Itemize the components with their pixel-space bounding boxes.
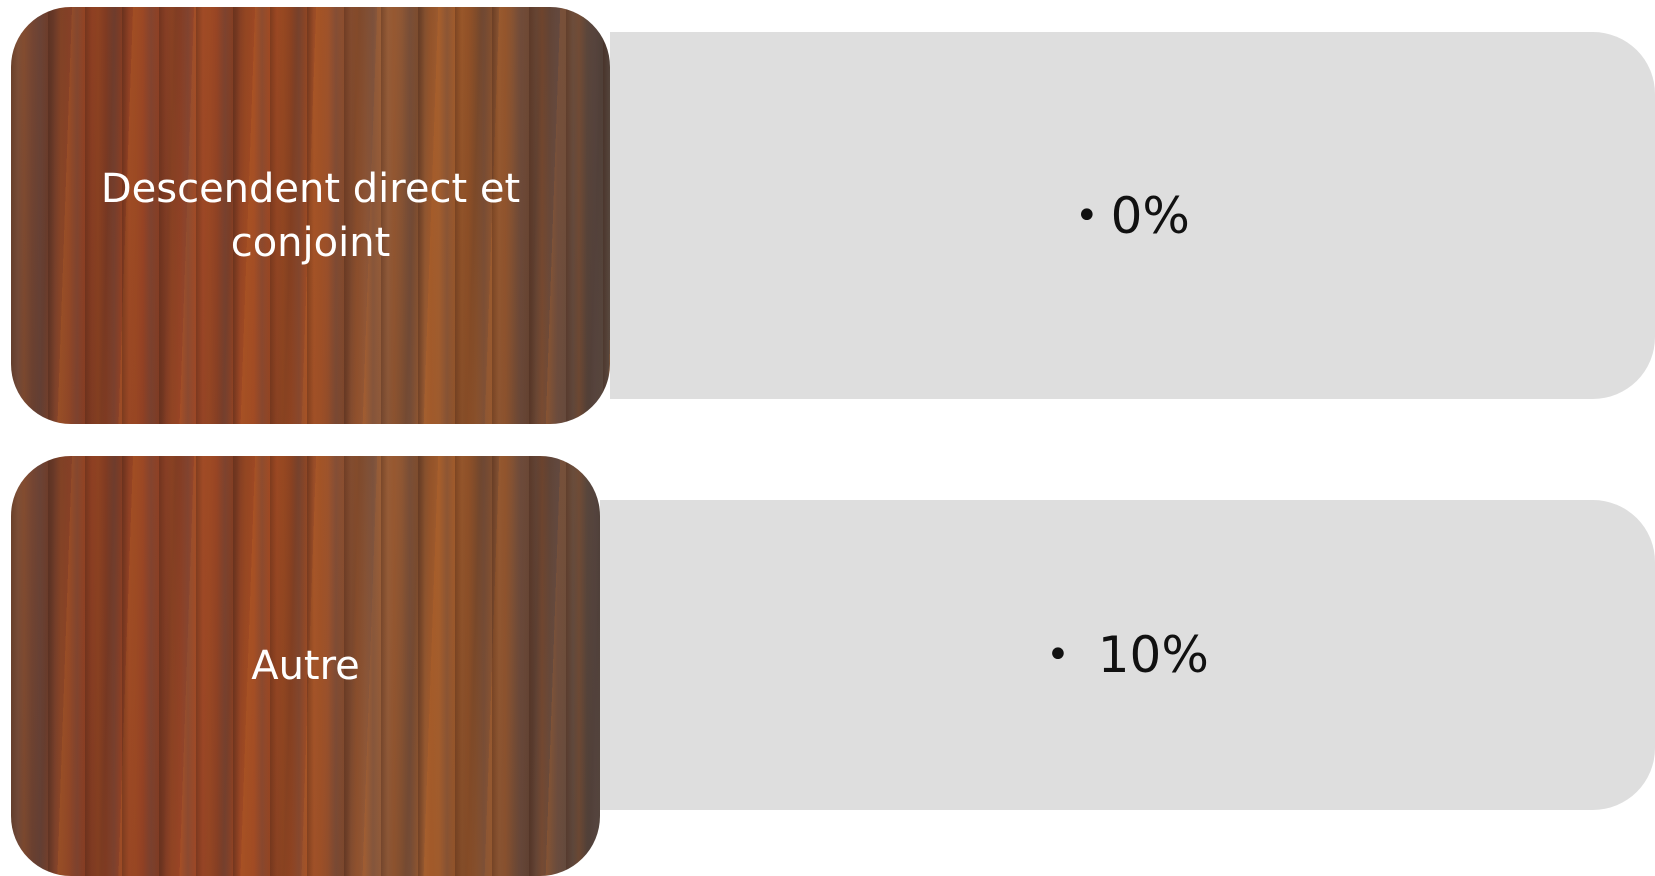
bullet: • [1046,632,1070,678]
item-label: Autre [251,643,360,689]
bullet: • [1075,192,1099,239]
label-box: Autre [11,456,600,876]
label-box: Descendent direct et conjoint [11,7,610,424]
page: Descendent direct et conjoint • 0% Autre … [11,7,1655,876]
value-box: • 10% [600,500,1655,810]
item-label: Descendent direct et conjoint [100,165,521,266]
item-value: 10% [1097,626,1209,684]
value-box: • 0% [610,32,1655,399]
item-value: 0% [1110,186,1190,245]
